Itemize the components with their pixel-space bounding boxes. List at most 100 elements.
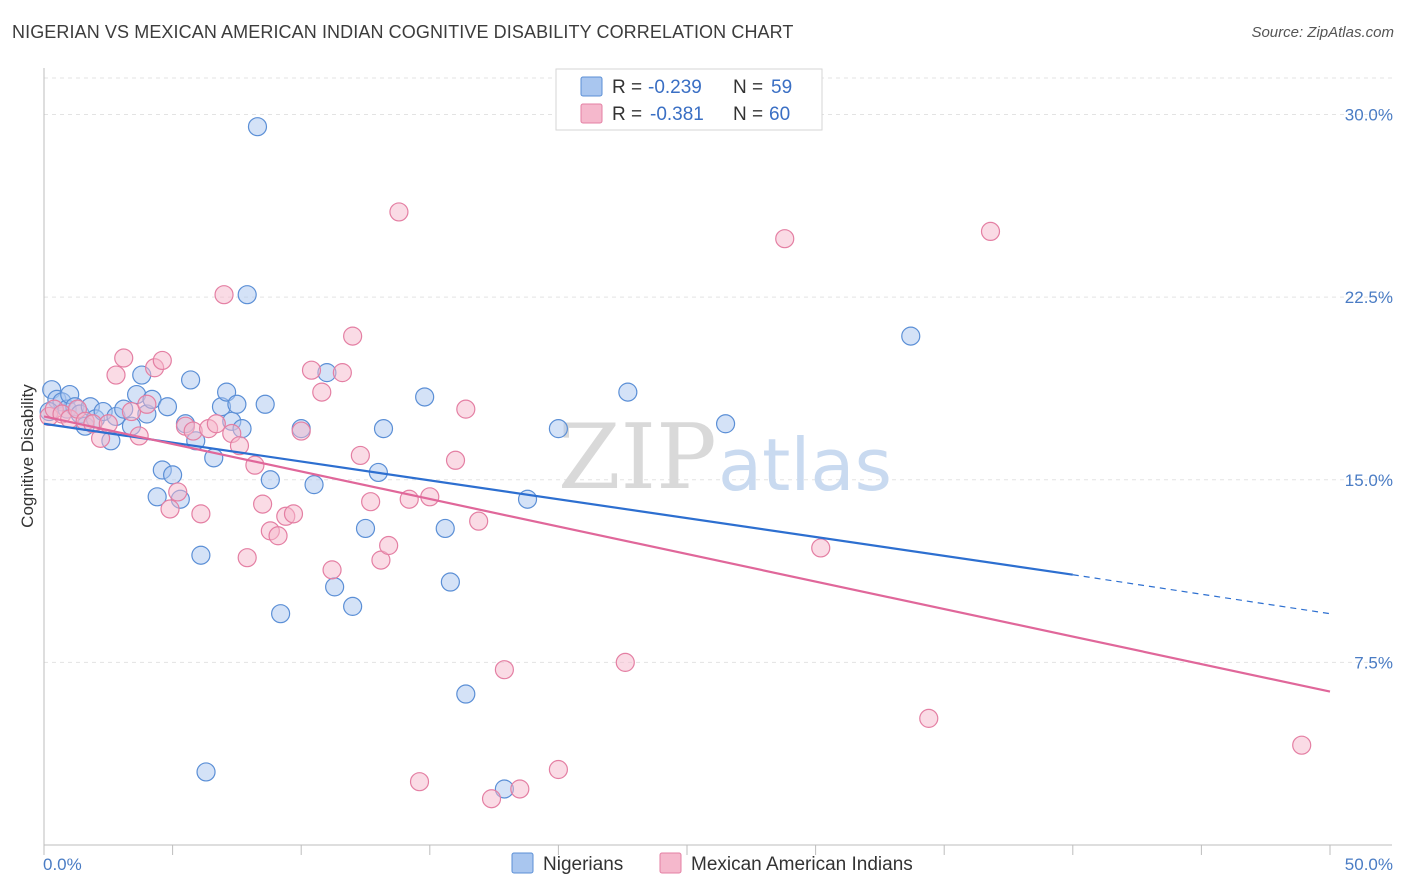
legend-n-label-2: N = bbox=[733, 104, 763, 125]
mexican-american-indians-point-58 bbox=[980, 221, 1001, 241]
nigerians-point-39 bbox=[271, 604, 291, 624]
mexican-american-indians-point-56 bbox=[811, 538, 831, 558]
nigerians-point-44 bbox=[343, 596, 363, 616]
nigerians-point-27 bbox=[191, 545, 211, 565]
mexican-american-indians-point-39 bbox=[350, 445, 370, 466]
nigerians-point-49 bbox=[435, 518, 455, 539]
mexican-american-indians-point-50 bbox=[481, 789, 502, 809]
nigerians-point-41 bbox=[304, 475, 324, 495]
y-tick-label-1: 15.0% bbox=[1345, 471, 1393, 490]
mexican-american-indians-point-17 bbox=[168, 482, 188, 502]
axes bbox=[43, 68, 1392, 855]
nigerians-point-54 bbox=[548, 419, 569, 439]
chart-title: NIGERIAN VS MEXICAN AMERICAN INDIAN COGN… bbox=[12, 22, 794, 42]
mexican-american-indians-point-59 bbox=[1292, 735, 1312, 755]
mexican-american-indians-point-43 bbox=[389, 202, 409, 222]
series-legend-swatch-nigerians bbox=[511, 852, 534, 874]
mexican-american-indians-point-27 bbox=[245, 455, 265, 475]
nigerians-point-21 bbox=[157, 397, 178, 417]
legend-swatch-pink bbox=[580, 103, 603, 124]
nigerians-point-31 bbox=[217, 382, 237, 402]
mexican-american-indians-point-47 bbox=[445, 450, 466, 470]
y-tick-label-0: 7.5% bbox=[1354, 653, 1393, 672]
mexican-american-indians-point-49 bbox=[469, 511, 489, 531]
mexican-american-indians-point-26 bbox=[237, 548, 257, 568]
nigerians-point-28 bbox=[196, 762, 216, 782]
mexican-american-indians-point-20 bbox=[191, 504, 211, 524]
legend-r-label-2: R = bbox=[612, 104, 642, 125]
mexican-american-indians-point-37 bbox=[332, 363, 352, 383]
mexican-american-indians-point-23 bbox=[214, 285, 234, 305]
nigerians-point-37 bbox=[255, 394, 275, 414]
mexican-american-indians-point-55 bbox=[775, 229, 795, 249]
mexican-american-indians-point-35 bbox=[312, 382, 332, 402]
mexican-american-indians-point-34 bbox=[301, 360, 322, 380]
trend-lines bbox=[43, 415, 1331, 693]
x-tick-label-min: 0.0% bbox=[43, 855, 82, 874]
x-tick-label-max: 50.0% bbox=[1345, 855, 1393, 874]
nigerians-trend-extension bbox=[1072, 574, 1331, 615]
mexican-american-indians-point-22 bbox=[206, 414, 226, 434]
legend-n-label-1: N = bbox=[733, 77, 763, 98]
watermark-atlas: atlas bbox=[718, 423, 892, 507]
mexican-american-indians-point-45 bbox=[409, 772, 430, 792]
nigerians-point-45 bbox=[355, 518, 376, 539]
mexican-american-indians-point-33 bbox=[291, 421, 311, 441]
nigerians-point-57 bbox=[901, 326, 921, 346]
gridlines bbox=[44, 77, 1392, 663]
mexican-american-indians-point-28 bbox=[253, 494, 273, 514]
nigerians-point-43 bbox=[325, 577, 345, 597]
mexican-american-indians-point-36 bbox=[322, 560, 342, 580]
series-legend: Nigerians Mexican American Indians bbox=[511, 852, 913, 875]
nigerians-point-22 bbox=[163, 465, 183, 485]
mexican-american-indians-point-15 bbox=[152, 350, 172, 371]
mexican-american-indians-point-48 bbox=[456, 399, 476, 419]
mexican-american-indians-point-54 bbox=[615, 652, 635, 672]
nigerians-trend-line bbox=[43, 422, 1073, 576]
nigerians-point-19 bbox=[147, 487, 167, 507]
mexican-american-indians-point-57 bbox=[919, 708, 939, 728]
y-axis-label: Cognitive Disability bbox=[18, 384, 37, 528]
nigerians-point-33 bbox=[227, 394, 247, 414]
legend-r-label-1: R = bbox=[612, 77, 642, 98]
mexican-american-indians-point-38 bbox=[343, 326, 363, 346]
y-tick-label-3: 30.0% bbox=[1345, 106, 1393, 125]
nigerians-point-51 bbox=[456, 684, 476, 704]
legend-r-value-2: -0.381 bbox=[650, 104, 704, 125]
mexican-american-indians-point-13 bbox=[137, 394, 157, 414]
mexican-american-indians-point-25 bbox=[229, 436, 250, 456]
nigerians-point-50 bbox=[440, 572, 460, 592]
mexican-american-indians-point-51 bbox=[494, 660, 514, 680]
series-legend-label-nigerians: Nigerians bbox=[543, 854, 623, 875]
nigerians-point-38 bbox=[260, 470, 280, 490]
mexican-american-indians-trend-line bbox=[43, 415, 1331, 693]
y-tick-labels: 7.5% 15.0% 22.5% 30.0% bbox=[1345, 106, 1393, 673]
series-legend-label-mexican-american-indians: Mexican American Indians bbox=[691, 854, 913, 875]
mexican-american-indians-point-30 bbox=[268, 526, 288, 546]
y-tick-label-2: 22.5% bbox=[1345, 288, 1393, 307]
mexican-american-indians-point-53 bbox=[548, 759, 569, 780]
mexican-american-indians-point-32 bbox=[283, 504, 304, 524]
nigerians-point-35 bbox=[237, 285, 257, 305]
legend-r-value-1: -0.239 bbox=[648, 77, 702, 98]
mexican-american-indians-point-11 bbox=[121, 401, 142, 422]
source-credit: Source: ZipAtlas.com bbox=[1251, 24, 1394, 41]
nigerians-point-36 bbox=[247, 117, 268, 137]
mexican-american-indians-point-16 bbox=[160, 499, 180, 519]
nigerians-point-56 bbox=[715, 414, 736, 434]
legend-n-value-1: 59 bbox=[771, 77, 792, 98]
legend-swatch-blue bbox=[580, 76, 603, 97]
mexican-american-indians-point-52 bbox=[510, 779, 530, 799]
mexican-american-indians-point-40 bbox=[361, 492, 381, 512]
legend-n-value-2: 60 bbox=[769, 104, 790, 125]
series-legend-swatch-mexican-american-indians bbox=[659, 852, 682, 874]
mexican-american-indians-point-9 bbox=[106, 365, 126, 385]
nigerians-point-48 bbox=[415, 387, 435, 407]
stats-legend: R = -0.239 N = 59 R = -0.381 N = 60 bbox=[555, 68, 823, 131]
mexican-american-indians-point-42 bbox=[379, 535, 399, 556]
nigerians-point-25 bbox=[181, 370, 201, 390]
nigerians-point-55 bbox=[618, 382, 638, 402]
watermark-zip: ZIP bbox=[558, 405, 717, 510]
nigerians-point-47 bbox=[373, 419, 394, 439]
